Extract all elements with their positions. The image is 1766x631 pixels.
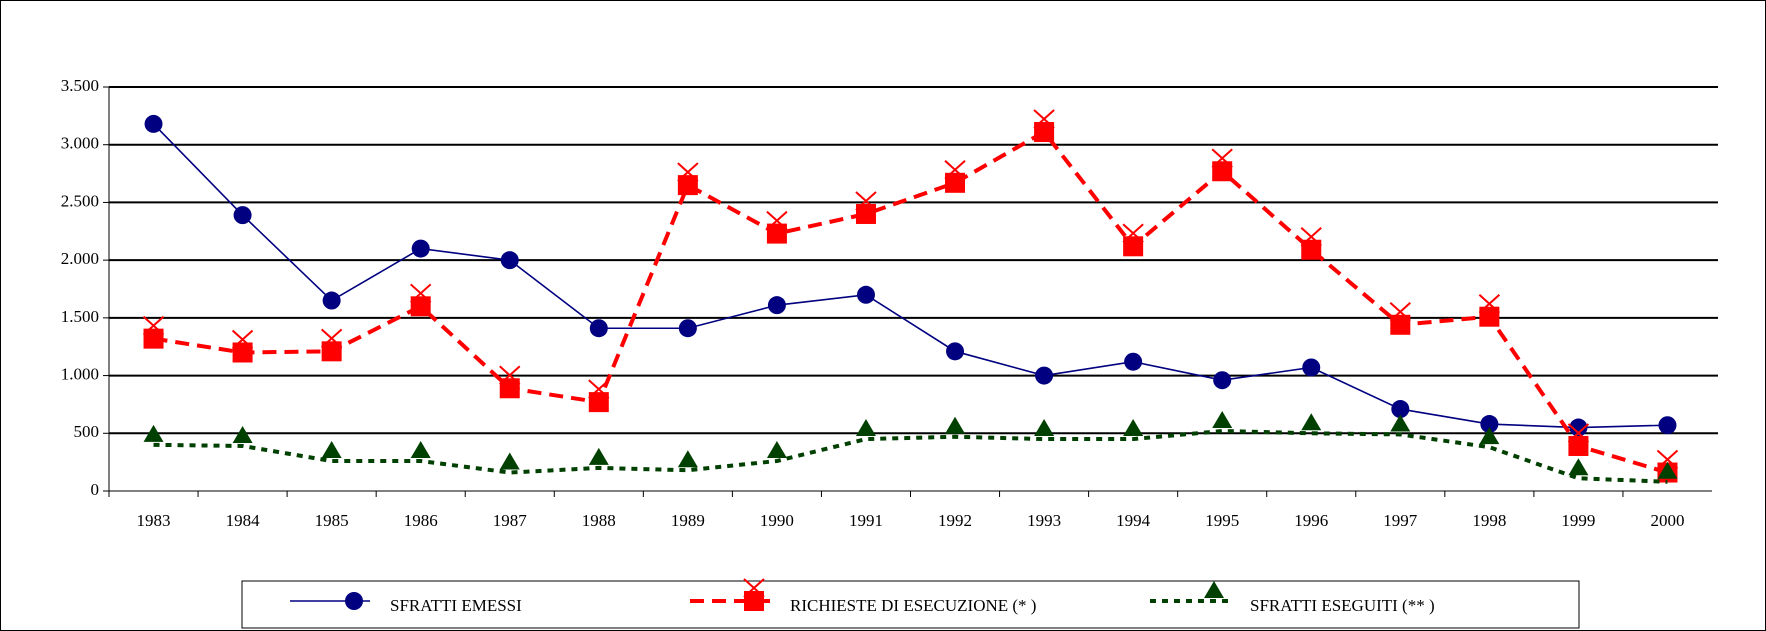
x-tick-label: 1998 [1472,511,1506,530]
point [1123,236,1144,257]
point [499,452,520,470]
point [144,114,163,133]
point [1124,352,1143,371]
point [766,223,787,244]
point [500,251,519,270]
point [1568,458,1589,476]
point [1035,366,1054,385]
point [677,450,698,468]
x-tick-label: 1985 [315,511,349,530]
y-tick-label: 2.000 [61,249,99,268]
point [1123,419,1144,437]
point [1302,358,1321,377]
point [1204,581,1224,598]
point [945,172,966,193]
point [1391,400,1410,419]
point [1658,416,1677,435]
x-tick-label: 1983 [137,511,171,530]
point [232,342,253,363]
y-tick-label: 1.500 [61,307,99,326]
point [678,319,697,338]
point [322,291,341,310]
point [1301,413,1322,431]
legend-box [241,580,1580,629]
point [744,591,764,611]
legend-label: RICHIESTE DI ESECUZIONE (* ) [790,596,1036,615]
point [143,328,164,349]
point [1212,410,1233,428]
x-tick-label: 1987 [493,511,528,530]
legend-label: SFRATTI ESEGUITI (** ) [1250,596,1435,615]
point [1657,461,1678,479]
point [1034,122,1055,143]
point [589,319,608,338]
x-tick-label: 2000 [1650,511,1684,530]
y-tick-label: 3.500 [61,76,99,95]
y-tick-label: 1.000 [61,364,99,383]
series-line [152,123,1668,429]
point [345,592,363,610]
legend-label: SFRATTI EMESSI [390,596,522,615]
point [1301,239,1322,260]
point [1480,415,1499,434]
point [1034,419,1055,437]
x-tick-label: 1986 [404,511,438,530]
point [677,175,698,196]
point [143,424,164,442]
point [233,206,252,225]
x-tick-label: 1995 [1205,511,1239,530]
point [1390,314,1411,335]
point [321,440,342,458]
point [410,296,431,317]
point [1212,161,1233,182]
point [411,239,430,258]
point [1390,414,1411,432]
x-tick-label: 1997 [1383,511,1418,530]
x-tick-label: 1984 [226,511,261,530]
point [588,447,609,465]
x-tick-label: 1992 [938,511,972,530]
point [588,392,609,413]
point [499,378,520,399]
point [1479,306,1500,327]
point [855,419,876,437]
point [1479,427,1500,445]
series-line [153,428,1668,484]
x-tick-label: 1999 [1561,511,1595,530]
y-tick-label: 500 [74,422,100,441]
y-tick-label: 2.500 [61,191,99,210]
point [232,425,253,443]
point [1569,418,1588,437]
point [945,416,966,434]
x-tick-label: 1993 [1027,511,1061,530]
y-tick-label: 3.000 [61,134,99,153]
point [1213,371,1232,390]
point [855,203,876,224]
point [767,296,786,315]
y-tick-label: 0 [91,480,100,499]
x-tick-label: 1996 [1294,511,1328,530]
x-tick-label: 1988 [582,511,616,530]
x-tick-label: 1990 [760,511,794,530]
point [410,440,431,458]
point [1568,435,1589,456]
x-tick-label: 1991 [849,511,883,530]
point [766,440,787,458]
point [946,342,965,361]
x-tick-label: 1994 [1116,511,1151,530]
x-tick-label: 1989 [671,511,705,530]
point [321,341,342,362]
point [856,285,875,304]
